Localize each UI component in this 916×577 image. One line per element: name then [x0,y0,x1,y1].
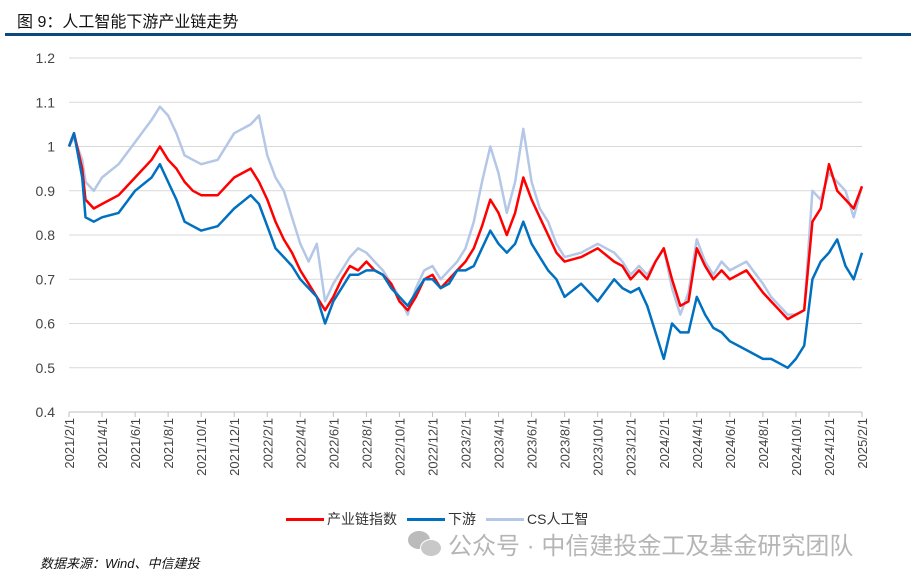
y-tick-label: 0.7 [36,271,56,287]
x-tick-label: 2021/10/1 [194,418,209,476]
x-tick-label: 2022/10/1 [392,418,407,476]
wechat-icon [408,530,442,557]
legend-item-downstream: 下游 [407,509,476,529]
x-tick-label: 2022/6/1 [326,418,341,469]
x-tick-label: 2023/2/1 [459,418,474,469]
y-tick-label: 0.8 [36,227,56,243]
y-tick-label: 0.5 [36,360,56,376]
x-tick-label: 2025/2/1 [855,418,870,469]
x-tick-label: 2023/4/1 [492,418,507,469]
x-tick-label: 2022/8/1 [359,418,374,469]
x-tick-label: 2024/6/1 [723,418,738,469]
line-chart: 0.4 0.5 0.6 0.7 0.8 0.9 1 1.1 1.2 2021/2/1 2021/4/… [36,50,870,476]
y-tick-label: 1.2 [36,50,56,66]
x-tick-label: 2022/12/1 [425,418,440,476]
legend-item-cs-ai: CS人工智 [486,509,588,529]
x-tick-label: 2021/6/1 [128,418,143,469]
x-tick-label: 2021/2/1 [62,418,77,469]
x-tick-label: 2022/2/1 [260,418,275,469]
y-tick-label: 0.6 [36,316,56,332]
legend-item-chain: 产业链指数 [286,509,397,529]
title-rule [5,33,911,36]
y-tick-label: 1 [47,139,55,155]
legend-label: CS人工智 [527,511,589,527]
y-tick-label: 1.1 [36,94,56,110]
y-tick-label: 0.4 [36,404,56,420]
series-line-产业链指数 [67,131,864,321]
legend-swatch [407,517,445,521]
legend-swatch [286,517,324,521]
x-tick-label: 2024/8/1 [756,418,771,469]
x-tick-label: 2021/4/1 [95,418,110,469]
x-tick-label: 2022/4/1 [293,418,308,469]
figure-title: 图 9：人工智能下游产业链走势 [17,14,239,31]
x-tick-label: 2023/8/1 [558,418,573,469]
x-tick-label: 2021/8/1 [161,418,176,469]
watermark-text: 公众号 · 中信建投金工及基金研究团队 [448,533,854,560]
legend-label: 下游 [448,511,476,527]
y-tick-label: 0.9 [36,183,56,199]
x-tick-label: 2024/12/1 [822,418,837,476]
x-tick-label: 2023/6/1 [525,418,540,469]
legend-swatch [486,517,524,521]
x-tick-label: 2021/12/1 [227,418,242,476]
series-line-下游 [67,131,864,370]
x-tick-label: 2024/10/1 [789,418,804,476]
x-tick-label: 2023/10/1 [591,418,606,476]
watermark: 公众号 · 中信建投金工及基金研究团队 [408,526,853,561]
x-tick-label: 2024/2/1 [657,418,672,469]
x-tick-label: 2024/4/1 [690,418,705,469]
legend: 产业链指数 下游 CS人工智 [286,509,588,529]
series-line-CS人工智 [67,105,864,316]
legend-label: 产业链指数 [327,511,397,527]
source-note: 数据来源：Wind、中信建投 [40,556,200,571]
x-tick-label: 2023/12/1 [624,418,639,476]
